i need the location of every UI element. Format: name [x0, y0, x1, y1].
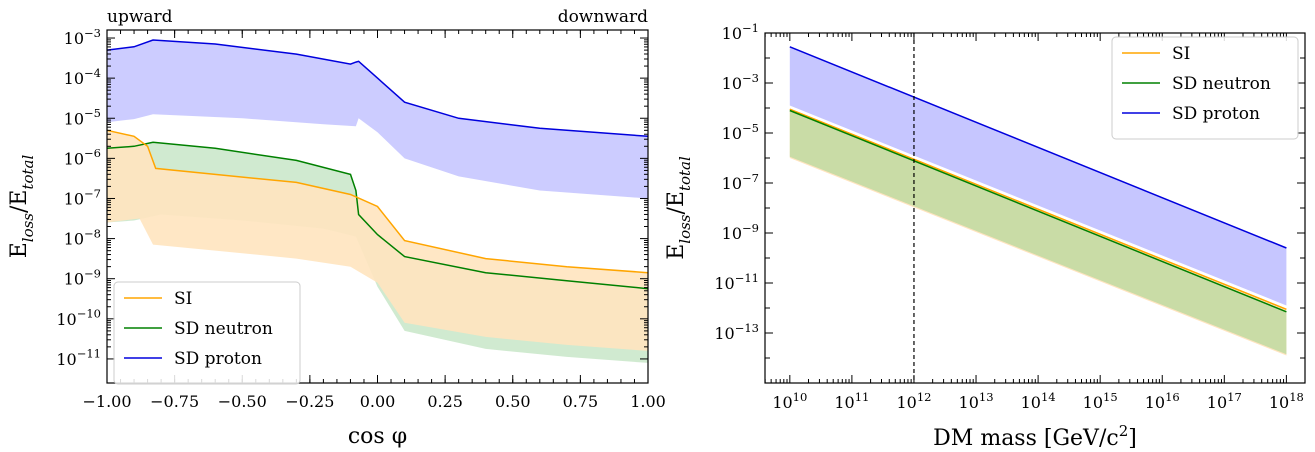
left-legend: SI SD neutron SD proton: [113, 281, 301, 385]
line-sd-proton: [106, 39, 649, 138]
y-tick-label: 10−11: [714, 271, 759, 293]
legend-label: SD proton: [174, 349, 262, 369]
x-tick-label: −0.25: [285, 392, 334, 411]
band-sd-neutron: [789, 110, 1287, 355]
line-sd-neutron: [106, 141, 649, 290]
x-axis-label: cos φ: [348, 424, 407, 449]
x-tick-label: 1013: [959, 390, 994, 412]
y-axis-label: Eloss/Etotal: [7, 154, 37, 258]
corner-label-downward: downward: [558, 7, 648, 27]
line-si: [789, 108, 1287, 310]
x-tick-label: 1018: [1269, 390, 1304, 412]
x-tick-label: 1010: [772, 390, 807, 412]
line-si: [106, 129, 649, 274]
x-tick-label: 1017: [1207, 390, 1242, 412]
legend-label: SD neutron: [1172, 74, 1271, 94]
y-tick-label: 10−1: [722, 21, 759, 43]
y-tick-label: 10−8: [64, 226, 101, 248]
corner-label-upward: upward: [107, 7, 173, 27]
y-tick-label: 10−10: [56, 307, 101, 329]
x-tick-label: 1011: [834, 390, 869, 412]
x-tick-label: 1.00: [630, 392, 666, 411]
y-tick-label: 10−9: [722, 221, 759, 243]
x-tick-label: 1016: [1145, 390, 1180, 412]
y-tick-label: 10−7: [722, 171, 759, 193]
x-tick-label: 0.25: [427, 392, 463, 411]
x-tick-label: 0.75: [563, 392, 599, 411]
band-sd-proton: [107, 40, 648, 199]
line-sd-proton: [789, 46, 1287, 249]
line-sd-neutron: [789, 109, 1287, 313]
y-tick-label: 10−11: [56, 347, 101, 369]
y-tick-label: 10−5: [64, 106, 101, 128]
x-tick-label: 1015: [1083, 390, 1118, 412]
y-tick-label: 10−5: [722, 121, 759, 143]
left-chart: −1.00 −0.75 −0.50 −0.25 0.00 0.25 0.50 0.75 1.00…: [7, 7, 666, 449]
y-tick-label: 10−4: [64, 66, 101, 88]
right-legend: SI SD neutron SD proton: [1111, 36, 1299, 140]
x-tick-label: 1014: [1021, 390, 1056, 412]
y-axis-label: Eloss/Etotal: [664, 156, 694, 260]
band-si: [107, 130, 648, 351]
y-tick-label: 10−7: [64, 186, 101, 208]
legend-label: SD neutron: [174, 319, 273, 339]
x-axis-label: DM mass [GeV/c2]: [933, 422, 1137, 451]
y-tick-label: 10−9: [64, 267, 101, 289]
y-tick-label: 10−3: [722, 71, 759, 93]
x-tick-label: −0.50: [218, 392, 267, 411]
x-tick-label: 1012: [896, 390, 931, 412]
y-tick-label: 10−6: [64, 146, 101, 168]
y-tick-label: 10−3: [64, 26, 101, 48]
legend-label: SD proton: [1172, 104, 1260, 124]
x-tick-label: −1.00: [82, 392, 131, 411]
x-tick-label: −0.75: [150, 392, 199, 411]
x-tick-label: 0.00: [360, 392, 396, 411]
y-tick-label: 10−13: [714, 321, 759, 343]
right-chart: 1010 1011 1012 1013 1014 1015 1016 1017 1018 10−1…: [664, 21, 1306, 451]
legend-label: SI: [1172, 44, 1190, 64]
x-tick-label: 0.50: [495, 392, 531, 411]
legend-label: SI: [174, 289, 192, 309]
